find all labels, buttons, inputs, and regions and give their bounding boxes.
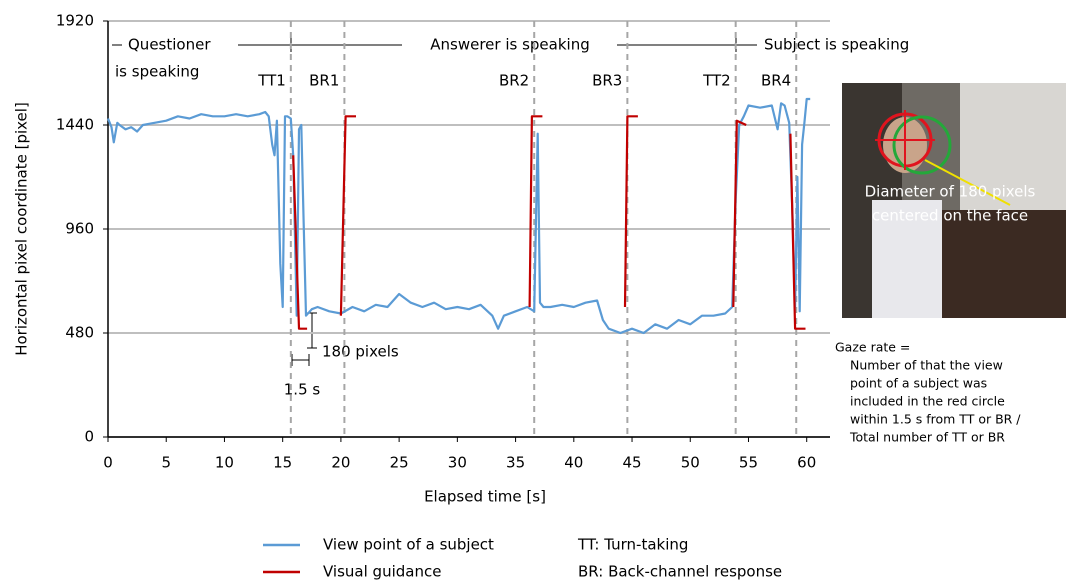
- x-tick-label: 15: [273, 454, 292, 472]
- y-tick-label: 0: [84, 428, 94, 446]
- speaker-label: Answerer is speaking: [430, 36, 589, 54]
- photo-caption: centered on the face: [872, 207, 1028, 225]
- x-tick-label: 35: [506, 454, 525, 472]
- annotation: 180 pixels: [322, 343, 399, 361]
- photo-caption: Diameter of 180 pixels: [865, 183, 1036, 201]
- speaker-label: is speaking: [115, 63, 199, 81]
- chart: Questioner is speaking Answerer is speak…: [0, 0, 1080, 583]
- page: {"chart_data": { "type": "line", "xlabel…: [0, 0, 1080, 583]
- event-label: BR1: [309, 72, 339, 90]
- event-label: BR3: [592, 72, 622, 90]
- x-tick-label: 30: [448, 454, 467, 472]
- scale-brackets: [292, 313, 317, 366]
- legend-note: BR: Back-channel response: [578, 563, 782, 581]
- legend-label: View point of a subject: [323, 536, 494, 554]
- speaker-label: Subject is speaking: [764, 36, 909, 54]
- y-tick-label: 1920: [56, 12, 94, 30]
- gaze-rate: point of a subject was: [850, 376, 987, 391]
- event-label: TT1: [257, 72, 286, 90]
- x-tick-label: 20: [331, 454, 350, 472]
- y-axis-title: Horizontal pixel coordinate [pixel]: [13, 102, 31, 356]
- y-tick-label: 480: [65, 324, 94, 342]
- x-axis-title: Elapsed time [s]: [424, 488, 546, 506]
- gaze-rate: included in the red circle: [850, 394, 1005, 409]
- x-tick-label: 45: [622, 454, 641, 472]
- event-label: BR4: [761, 72, 791, 90]
- gaze-rate: within 1.5 s from TT or BR /: [850, 412, 1021, 427]
- y-tick-label: 1440: [56, 116, 94, 134]
- x-tick-label: 40: [564, 454, 583, 472]
- gaze-rate: Total number of TT or BR: [849, 430, 1005, 445]
- x-tick-label: 25: [390, 454, 409, 472]
- series-line: [293, 116, 805, 328]
- x-tick-label: 50: [681, 454, 700, 472]
- y-tick-label: 960: [65, 220, 94, 238]
- event-label: TT2: [702, 72, 731, 90]
- x-tick-label: 55: [739, 454, 758, 472]
- gaze-rate: Number of that the view: [850, 358, 1003, 373]
- x-tick-label: 10: [215, 454, 234, 472]
- speaker-label: Questioner: [128, 36, 211, 54]
- event-label: BR2: [499, 72, 529, 90]
- x-tick-label: 60: [797, 454, 816, 472]
- annotation: 1.5 s: [284, 381, 321, 399]
- x-tick-label: 0: [103, 454, 113, 472]
- legend-label: Visual guidance: [323, 563, 441, 581]
- photo: [842, 83, 1066, 318]
- gaze-rate: Gaze rate =: [835, 340, 910, 355]
- legend-note: TT: Turn-taking: [577, 536, 688, 554]
- series-line: [108, 99, 810, 333]
- x-tick-label: 5: [161, 454, 171, 472]
